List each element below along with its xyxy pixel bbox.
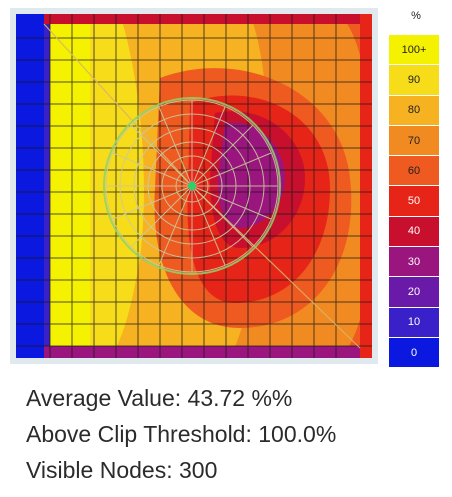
contour-plot-canvas[interactable]: [10, 8, 378, 364]
legend-swatch: 80: [389, 94, 439, 125]
diagonal-guides: [43, 23, 361, 349]
legend-label: 30: [407, 255, 421, 268]
legend-unit-label: %: [411, 10, 421, 22]
legend-swatch: 60: [389, 155, 439, 186]
left-edge-low: [16, 14, 44, 358]
legend-label: 90: [407, 73, 421, 86]
legend-swatch: 30: [389, 246, 439, 277]
center-node-icon: [188, 182, 196, 190]
legend-swatch: 40: [389, 215, 439, 247]
right-edge: [360, 14, 372, 358]
bottom-edge: [44, 346, 372, 358]
legend-label: 100+: [401, 43, 427, 56]
left-edge-mid: [44, 14, 50, 358]
green-outline: [103, 97, 281, 275]
legend-label: 70: [407, 134, 421, 147]
legend-label: 60: [407, 164, 421, 177]
legend-swatch: 10: [389, 306, 439, 337]
contour-plot[interactable]: [10, 8, 378, 364]
band-30: [218, 122, 285, 228]
legend-label: 50: [407, 195, 421, 208]
legend-swatch: 90: [389, 64, 439, 95]
top-edge: [44, 14, 372, 24]
above-clip-threshold-text: Above Clip Threshold: 100.0%: [26, 421, 337, 447]
color-legend: 100+ 90 80 70 60 50 40 30 20 10 0: [389, 34, 439, 368]
statistics-panel: Average Value: 43.72 %% Above Clip Thres…: [26, 380, 446, 488]
legend-swatch: 70: [389, 124, 439, 156]
average-value-text: Average Value: 43.72 %%: [26, 385, 293, 411]
legend-swatch: 100+: [389, 34, 439, 65]
legend-label: 10: [407, 316, 421, 329]
legend-swatch: 0: [389, 336, 439, 368]
visible-nodes-text: Visible Nodes: 300: [26, 457, 218, 483]
legend-label: 0: [410, 346, 418, 359]
legend-swatch: 50: [389, 185, 439, 216]
legend-label: 80: [407, 104, 421, 117]
legend-swatch: 20: [389, 276, 439, 307]
legend-label: 40: [407, 225, 421, 238]
legend-label: 20: [407, 286, 421, 299]
